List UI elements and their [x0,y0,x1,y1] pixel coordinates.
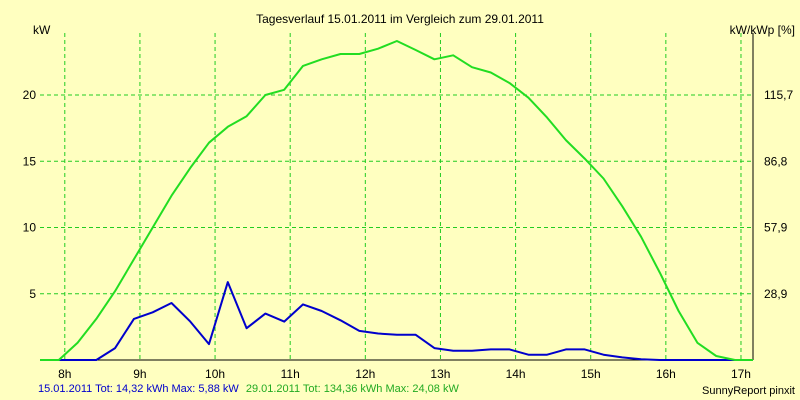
chart-title: Tagesverlauf 15.01.2011 im Vergleich zum… [256,12,544,26]
x-tick-label-3: 11h [281,367,300,381]
footer-summary: 15.01.2011 Tot: 14,32 kWh Max: 5,88 kW 2… [38,383,459,395]
x-tick-label-7: 15h [581,367,601,381]
y-right-tick-label-3: 115,7 [764,88,793,102]
grid [40,33,753,360]
x-tick-label-1: 9h [133,367,146,381]
x-axis-ticks: 8h 9h 10h 11h 12h 13h 14h 15h 16h 17h [58,367,751,381]
x-tick-label-9: 17h [731,367,751,381]
y-left-tick-label-2: 15 [23,154,37,168]
y-left-tick-label-3: 20 [23,88,37,102]
y-left-tick-label-0: 5 [29,287,36,301]
x-tick-label-2: 10h [205,367,225,381]
plot-frame [40,33,754,361]
y-right-tick-label-0: 28,9 [764,287,788,301]
y-left-tick-label-1: 10 [23,221,37,235]
y-right-tick-label-2: 86,8 [764,154,788,168]
y-axis-right-label: kW/kWp [%] [730,23,795,37]
series-line-0 [40,281,753,361]
x-tick-label-6: 14h [506,367,526,381]
footer-credit: SunnyReport pinxit [702,385,795,397]
y-axis-left-ticks: 5 10 15 20 [23,88,37,301]
x-tick-label-0: 8h [58,367,71,381]
series2-summary: 29.01.2011 Tot: 134,36 kWh Max: 24,08 kW [246,383,460,395]
y-right-tick-label-1: 57,9 [764,221,788,235]
series-group [40,40,753,361]
x-tick-label-4: 12h [355,367,375,381]
series1-summary: 15.01.2011 Tot: 14,32 kWh Max: 5,88 kW [38,383,239,395]
y-axis-left-label: kW [33,23,51,37]
x-tick-label-5: 13h [430,367,450,381]
x-tick-label-8: 16h [656,367,676,381]
series-line-1 [40,40,753,361]
y-axis-right-ticks: 28,9 57,9 86,8 115,7 [764,88,793,301]
